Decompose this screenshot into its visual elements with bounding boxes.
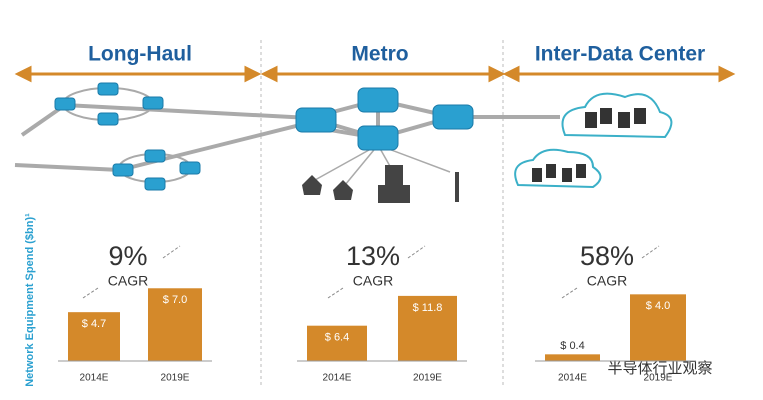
house-icon <box>302 175 322 195</box>
section-title: Inter-Data Center <box>535 43 705 66</box>
trend-arrow <box>82 287 99 299</box>
bar <box>545 354 600 361</box>
cagr-value: 13% <box>346 241 400 271</box>
router <box>97 112 119 126</box>
x-tick-label: 2014E <box>323 373 352 384</box>
cagr-label: CAGR <box>353 273 393 289</box>
tower-icon <box>455 172 459 202</box>
cloud <box>514 148 602 189</box>
charts: Long-Haul 9% CAGR $ 4.7 2014E $ 7.0 2019E Metro… <box>58 43 705 384</box>
arrow-head <box>244 65 262 83</box>
bar <box>148 288 202 361</box>
bar <box>630 294 686 361</box>
router <box>144 149 166 163</box>
network-diagram <box>14 82 673 203</box>
bar <box>398 295 457 361</box>
trend-arrow <box>162 245 181 259</box>
section-title: Long-Haul <box>88 43 192 66</box>
trend-arrow <box>407 245 426 259</box>
router <box>179 161 201 175</box>
x-tick-label: 2014E <box>80 373 109 384</box>
router <box>142 96 164 110</box>
trend-arrow <box>641 245 660 259</box>
bar <box>307 325 367 361</box>
x-tick-label: 2014E <box>558 373 587 384</box>
router <box>432 104 474 130</box>
router <box>97 82 119 96</box>
cagr-value: 58% <box>580 241 634 271</box>
value-label: $ 6.4 <box>325 332 349 344</box>
x-tick-label: 2019E <box>413 373 442 384</box>
cagr-value: 9% <box>108 241 147 271</box>
arrow-head <box>488 65 506 83</box>
arrow-head <box>260 65 278 83</box>
trend-arrow <box>561 287 578 299</box>
bar <box>68 312 120 361</box>
section-title: Metro <box>351 43 408 66</box>
range-arrows <box>14 65 736 83</box>
arrow-head <box>14 65 32 83</box>
cagr-label: CAGR <box>108 273 148 289</box>
value-label: $ 4.7 <box>82 318 106 330</box>
router <box>357 125 399 151</box>
x-tick-label: 2019E <box>644 373 673 384</box>
value-label: $ 4.0 <box>646 300 670 312</box>
value-label: $ 7.0 <box>163 294 187 306</box>
x-tick-label: 2019E <box>161 373 190 384</box>
trend-arrow <box>327 287 344 299</box>
cloud <box>561 92 673 139</box>
cagr-label: CAGR <box>587 273 627 289</box>
watermark: 半导体行业观察 <box>607 359 712 377</box>
router <box>112 163 134 177</box>
house-icon <box>333 180 353 200</box>
building-icon <box>378 185 410 203</box>
arrow-head <box>502 65 520 83</box>
router <box>295 107 337 133</box>
arrow-head <box>718 65 736 83</box>
router <box>54 97 76 111</box>
y-axis-label: Network Equipment Spend ($bn)¹ <box>24 213 36 387</box>
value-label: $ 0.4 <box>560 340 584 352</box>
router <box>357 87 399 113</box>
value-label: $ 11.8 <box>413 302 443 314</box>
router <box>144 177 166 191</box>
